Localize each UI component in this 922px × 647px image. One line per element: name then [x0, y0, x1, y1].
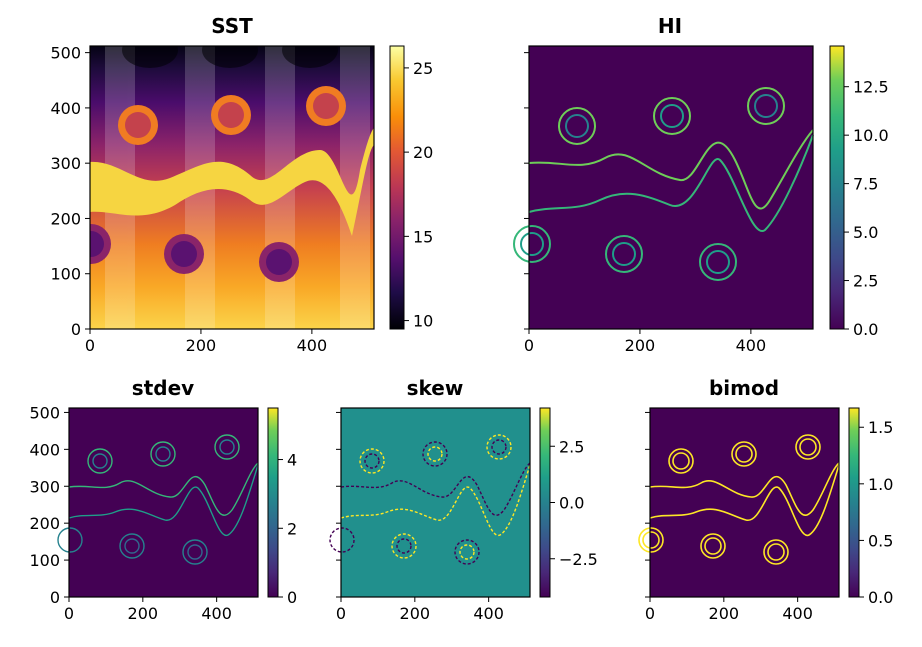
- y-tick-label: 400: [29, 440, 60, 459]
- stdev-colorbar-ticks: 0 2 4: [278, 451, 297, 607]
- sst-ticks: 0 200 400 0 100 200 300 400 500: [50, 44, 327, 355]
- stdev-colorbar: [267, 407, 279, 598]
- sst-axes-frame: [89, 45, 375, 330]
- colorbar-tick-label: 2: [287, 519, 297, 538]
- sst-panel: SST: [50, 14, 433, 355]
- y-tick-label: 500: [50, 44, 81, 63]
- y-tick-label: 0: [50, 588, 60, 607]
- x-tick-label: 0: [524, 336, 534, 355]
- colorbar-tick-label: −2.5: [559, 550, 598, 569]
- hi-axes-frame: [528, 45, 814, 330]
- sst-title: SST: [211, 14, 253, 38]
- bimod-axes-frame: [649, 407, 840, 598]
- x-tick-label: 400: [473, 604, 504, 623]
- hi-title: HI: [658, 14, 682, 38]
- skew-ticks: 0 200 400: [336, 411, 504, 623]
- colorbar-tick-label: 10.0: [853, 126, 889, 145]
- x-tick-label: 400: [297, 336, 328, 355]
- y-tick-label: 100: [29, 551, 60, 570]
- hi-heatmap: [529, 46, 813, 329]
- colorbar-tick-label: 0.0: [853, 320, 878, 339]
- bimod-ticks: 0 200 400: [645, 411, 813, 623]
- colorbar-tick-label: 25: [413, 59, 433, 78]
- y-tick-label: 200: [29, 514, 60, 533]
- skew-heatmap: [341, 408, 530, 597]
- skew-panel: skew 0 200 400 −2.5 0.0 2.5: [329, 376, 598, 623]
- sst-warm-eddies: [118, 86, 346, 145]
- colorbar-tick-label: 12.5: [853, 78, 889, 97]
- x-tick-label: 400: [782, 604, 813, 623]
- x-tick-label: 0: [64, 604, 74, 623]
- stdev-axes-frame: [68, 407, 259, 598]
- bimod-heatmap: [650, 408, 839, 597]
- skew-title: skew: [407, 376, 464, 400]
- y-tick-label: 0: [71, 320, 81, 339]
- colorbar-tick-label: 0.0: [559, 494, 584, 513]
- skew-axes-frame: [340, 407, 531, 598]
- x-tick-label: 200: [186, 336, 217, 355]
- sst-colorbar: [389, 45, 405, 330]
- bimod-title: bimod: [709, 376, 779, 400]
- colorbar-tick-label: 2.5: [559, 437, 584, 456]
- stdev-panel: stdev 0 200 400 0 100 200 300 400 500 0 2 4: [29, 376, 297, 623]
- sst-heatmap: [90, 46, 374, 329]
- x-tick-label: 200: [625, 336, 656, 355]
- colorbar-tick-label: 0.5: [868, 531, 893, 550]
- colorbar-tick-label: 15: [413, 227, 433, 246]
- x-tick-label: 400: [736, 336, 767, 355]
- colorbar-tick-label: 5.0: [853, 223, 878, 242]
- skew-features: [329, 434, 531, 565]
- skew-colorbar: [539, 407, 551, 598]
- hi-panel: HI 0 200 400 0.0 2.5 5.0 7.5 10.0 12.5: [513, 14, 889, 355]
- y-tick-label: 500: [29, 403, 60, 422]
- colorbar-tick-label: 7.5: [853, 175, 878, 194]
- stdev-features: [57, 434, 259, 565]
- colorbar-tick-label: 1.0: [868, 475, 893, 494]
- x-tick-label: 400: [201, 604, 232, 623]
- hi-features: [513, 87, 814, 281]
- colorbar-tick-label: 0: [287, 588, 297, 607]
- hi-colorbar: [829, 45, 845, 330]
- x-tick-label: 200: [400, 604, 431, 623]
- colorbar-tick-label: 0.0: [868, 588, 893, 607]
- stdev-ticks: 0 200 400 0 100 200 300 400 500: [29, 403, 231, 623]
- y-tick-label: 200: [50, 209, 81, 228]
- y-tick-label: 300: [29, 477, 60, 496]
- bimod-features: [638, 434, 840, 565]
- y-tick-label: 300: [50, 154, 81, 173]
- colorbar-tick-label: 1.5: [868, 418, 893, 437]
- stdev-title: stdev: [132, 376, 194, 400]
- sst-cold-eddies: [90, 224, 299, 282]
- hi-ticks: 0 200 400: [524, 52, 767, 355]
- sst-colorbar-ticks: 10 15 20 25: [404, 59, 433, 331]
- skew-colorbar-ticks: −2.5 0.0 2.5: [550, 437, 598, 569]
- x-tick-label: 200: [128, 604, 159, 623]
- x-tick-label: 0: [336, 604, 346, 623]
- colorbar-tick-label: 20: [413, 143, 433, 162]
- x-tick-label: 0: [645, 604, 655, 623]
- bimod-panel: bimod 0 200 400 0.0 0.5 1.0 1.5: [638, 376, 893, 623]
- stdev-heatmap: [69, 408, 258, 597]
- y-tick-label: 100: [50, 265, 81, 284]
- y-tick-label: 400: [50, 99, 81, 118]
- colorbar-tick-label: 4: [287, 451, 297, 470]
- x-tick-label: 200: [709, 604, 740, 623]
- x-tick-label: 0: [85, 336, 95, 355]
- hi-colorbar-ticks: 0.0 2.5 5.0 7.5 10.0 12.5: [844, 78, 889, 339]
- bimod-colorbar: [848, 407, 860, 598]
- colorbar-tick-label: 2.5: [853, 272, 878, 291]
- colorbar-tick-label: 10: [413, 312, 433, 331]
- bimod-colorbar-ticks: 0.0 0.5 1.0 1.5: [859, 418, 893, 607]
